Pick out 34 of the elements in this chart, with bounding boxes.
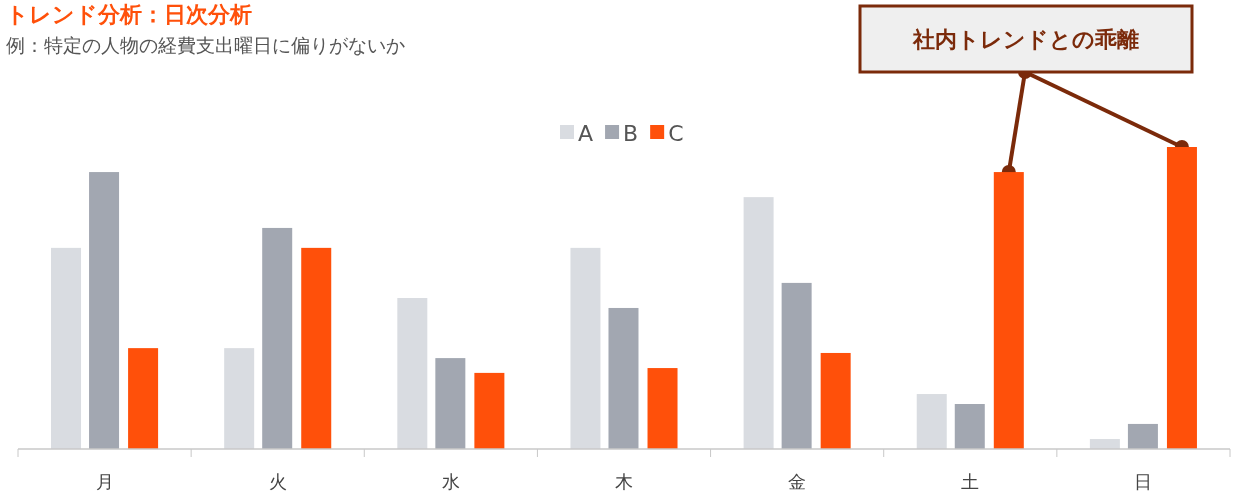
x-tick-label: 日 [1134, 471, 1153, 492]
bar [647, 368, 678, 449]
bar [51, 247, 82, 449]
bar [916, 394, 947, 449]
legend-label: A [578, 121, 594, 146]
x-tick-label: 土 [961, 471, 980, 492]
chart-title: トレンド分析：日次分析 [6, 2, 252, 27]
bar [397, 298, 428, 449]
x-tick-label: 月 [95, 471, 114, 492]
x-tick-label: 金 [788, 471, 807, 492]
bar [474, 372, 505, 449]
bar [570, 247, 601, 449]
bar [435, 358, 466, 449]
legend-label: B [623, 121, 639, 146]
x-tick-label: 木 [615, 471, 633, 492]
bar [608, 307, 639, 449]
bar [89, 172, 120, 449]
bar [993, 172, 1024, 449]
chart-subtitle: 例：特定の人物の経費支出曜日に偏りがないか [6, 34, 405, 56]
bar [954, 404, 985, 449]
bar [1089, 439, 1120, 449]
bar [820, 352, 851, 449]
bar [743, 197, 774, 449]
legend-label: C [668, 121, 684, 146]
bar [301, 247, 332, 449]
bar [1166, 147, 1197, 449]
x-tick-label: 火 [268, 471, 287, 492]
bar [781, 282, 812, 449]
text: 社内トレンドとの乖離 [912, 27, 1139, 52]
bar [262, 227, 293, 449]
bar [224, 348, 255, 449]
bar [1127, 423, 1158, 449]
x-tick-label: 水 [441, 471, 460, 492]
bar [128, 348, 159, 449]
